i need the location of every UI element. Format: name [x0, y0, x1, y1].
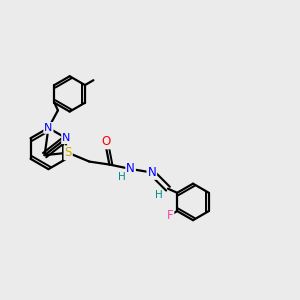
Text: N: N [147, 166, 156, 179]
Text: O: O [101, 135, 110, 148]
Text: F: F [167, 209, 173, 222]
Text: N: N [44, 123, 52, 133]
Text: N: N [126, 163, 135, 176]
Text: N: N [62, 133, 70, 143]
Text: H: H [155, 190, 162, 200]
Text: H: H [118, 172, 126, 182]
Text: S: S [64, 146, 72, 159]
